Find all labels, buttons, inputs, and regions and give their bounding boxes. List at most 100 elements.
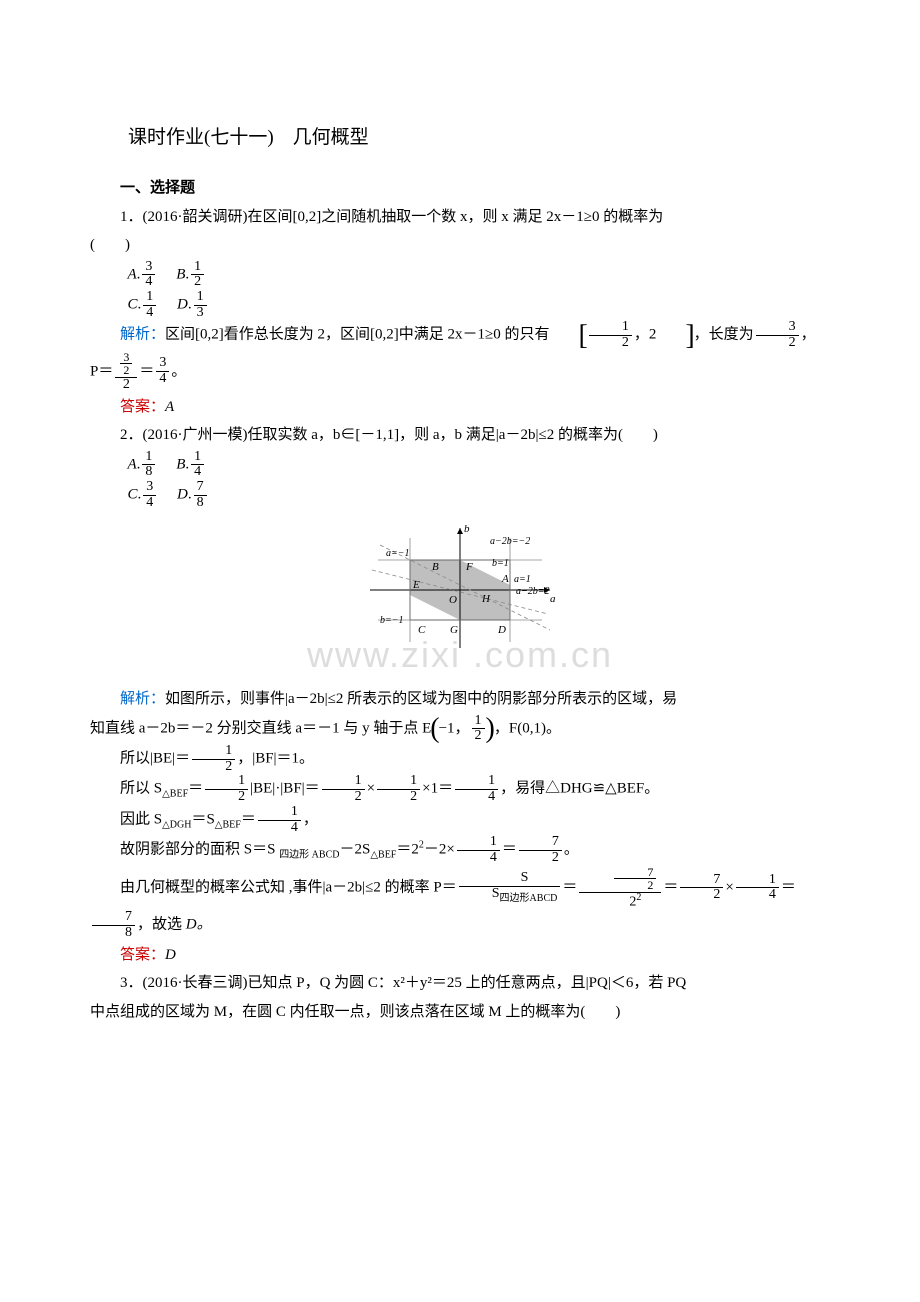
q2-choice-D-label: D (177, 487, 188, 503)
q2-sol-line5: 因此 S△DGH＝S△BEF＝14， (90, 805, 830, 835)
q2-Ey-den: 2 (472, 728, 485, 744)
q2-s7bs: 四边形ABCD (500, 893, 558, 904)
svg-text:a=−1: a=−1 (386, 548, 410, 559)
q2-s6f1d: 4 (457, 850, 500, 866)
q2-s6f2d: 2 (519, 850, 562, 866)
q2-s7t2n: 7 (614, 866, 656, 879)
svg-text:D: D (497, 624, 506, 636)
q1-answer: 答案：A (90, 393, 830, 422)
q2-s7f5d: 8 (92, 925, 135, 941)
q1-A-num: 3 (142, 260, 155, 275)
q1-choices: A.34 B.12 C.14 D.13 (128, 260, 831, 321)
q2-choice-C-label: C (128, 487, 138, 503)
section-heading: 一、选择题 (90, 174, 830, 203)
q1-C-den: 4 (143, 305, 156, 321)
q2-s4f1n: 1 (205, 774, 248, 789)
q2-s7x: × (725, 879, 733, 895)
q2-sol6d: －2× (424, 842, 455, 858)
q2-sol6-tri: △BEF (370, 850, 396, 861)
q2-sol6b: －2S (339, 842, 370, 858)
svg-text:a−2b=2: a−2b=2 (516, 586, 550, 597)
q2-sol5-eq1: ＝S (191, 811, 214, 827)
q2-s4f4d: 4 (455, 789, 498, 805)
q2-Ex: −1 (439, 720, 455, 736)
q1-br-lo-den: 2 (589, 335, 632, 351)
q3-line1: 3．(2016·长春三调)已知点 P，Q 为圆 C：x²＋y²＝25 上的任意两… (90, 969, 830, 998)
q2-sol-line2: 知直线 a－2b＝－2 分别交直线 a＝－1 与 y 轴于点 E(−1，12)，… (90, 714, 830, 744)
q1-stem-a: 1．(2016·韶关调研)在区间[0,2]之间随机抽取一个数 x，则 x 满足 … (90, 203, 830, 232)
q1-len-den: 2 (756, 335, 799, 351)
q2-s4f2n: 1 (322, 774, 365, 789)
q2-A-den: 8 (142, 464, 155, 480)
q2-D-den: 8 (194, 495, 207, 511)
q1-p2-tden: 2 (120, 363, 132, 377)
q1-p2-a: P＝ (90, 363, 113, 379)
q2-sol4-end: ，易得△DHG≌△BEF。 (500, 781, 659, 797)
svg-text:C: C (418, 624, 426, 636)
q2-sol3a: 所以|BE|＝ (120, 751, 190, 767)
svg-text:b=1: b=1 (492, 558, 509, 569)
svg-text:b=−1: b=−1 (380, 615, 404, 626)
worksheet-title: 课时作业(七十一) 几何概型 (90, 120, 830, 156)
q2-answer-value: D (165, 947, 176, 963)
q2-sol4-mid1: |BE|·|BF|＝ (250, 781, 320, 797)
svg-text:a: a (550, 593, 556, 605)
q2-s5n: 1 (258, 805, 301, 820)
q2-sol5-tri1: △DGH (162, 819, 191, 830)
svg-text:a=1: a=1 (514, 574, 531, 585)
q2-s4f3d: 2 (377, 789, 420, 805)
q2-s5d: 4 (258, 820, 301, 836)
solution-label: 解析： (120, 327, 165, 343)
q2-s6f1n: 1 (457, 835, 500, 850)
page: 课时作业(七十一) 几何概型 一、选择题 1．(2016·韶关调研)在区间[0,… (0, 0, 920, 1302)
q2-sol-line6: 故阴影部分的面积 S＝S 四边形 ABCD－2S△BEF＝22－2×14＝72。 (90, 835, 830, 865)
q2-s7eq1: ＝ (562, 879, 577, 895)
q2-sol6f: 。 (564, 842, 579, 858)
q2-sol1: 如图所示，则事件|a－2b|≤2 所表示的区域为图中的阴影部分所表示的区域，易 (165, 691, 677, 707)
q1-D-num: 1 (194, 290, 207, 305)
svg-text:G: G (450, 624, 458, 636)
q2-s7f4d: 4 (736, 887, 779, 903)
q1-p2-bot: 2 (115, 377, 137, 393)
q2-s7eq3: ＝ (781, 879, 796, 895)
q1-solution-line2: P＝322＝34。 (90, 351, 830, 393)
q2-D-num: 7 (194, 480, 207, 495)
q2-s7b2s: 2 (636, 892, 641, 903)
q2-s7f3d: 2 (680, 887, 723, 903)
q2-sol5-end: ， (303, 811, 318, 827)
q2-s7end: ，故选 (137, 917, 186, 933)
q1-sol-text1: 区间[0,2]看作总长度为 2，区间[0,2]中满足 2x－1≥0 的只有 (165, 327, 549, 343)
q2-sol3-num: 1 (192, 744, 235, 759)
q2-sol3-den: 2 (192, 759, 235, 775)
q2-s7f3n: 7 (680, 873, 723, 888)
q2-sol6-sq: 四边形 ABCD (279, 850, 339, 861)
q2-s4x1: × (367, 781, 375, 797)
q2-sol-line1: 解析：如图所示，则事件|a－2b|≤2 所表示的区域为图中的阴影部分所表示的区域… (90, 685, 830, 714)
q2-sol6e: ＝ (502, 842, 517, 858)
q2-s7D: D。 (186, 917, 212, 933)
q1-B-den: 2 (191, 274, 204, 290)
q2-sol2a: 知直线 a－2b＝－2 分别交直线 a＝－1 与 y 轴于点 E (90, 720, 431, 736)
q2-sol5-eq2: ＝ (241, 811, 256, 827)
q2-B-num: 1 (191, 450, 204, 465)
q2-sol3b: ，|BF|＝1。 (237, 751, 314, 767)
svg-text:b: b (464, 523, 470, 535)
q2-sol6c: ＝2 (396, 842, 419, 858)
answer-label: 答案： (120, 947, 165, 963)
q2-sol4-tri1: △BEF (162, 789, 188, 800)
q2-sol6a: 故阴影部分的面积 S＝S (120, 842, 279, 858)
rbracket: ] (655, 322, 694, 350)
q2-s7f4n: 1 (736, 873, 779, 888)
q1-choice-D-label: D (177, 297, 188, 313)
q1-p2-tnum: 3 (120, 351, 132, 364)
q3-line2: 中点组成的区域为 M，在圆 C 内任取一点，则该点落在区域 M 上的概率为( ) (90, 998, 830, 1027)
q2-s7top: S (459, 871, 561, 886)
q1-p2-end: 。 (171, 363, 186, 379)
q1-B-num: 1 (191, 260, 204, 275)
q2-s7bp: S (492, 886, 500, 901)
q2-sol-line3: 所以|BE|＝12，|BF|＝1。 (90, 744, 830, 774)
q2-sol2b: ，F(0,1)。 (494, 720, 561, 736)
q1-stem-b: ( ) (90, 231, 830, 260)
q2-diagram: b a O a=−1 a=1 b=−1 b=1 a−2b=−2 a−2b=2 B… (90, 520, 830, 671)
q2-sol-line4: 所以 S△BEF＝12|BE|·|BF|＝12×12×1＝14，易得△DHG≌△… (90, 774, 830, 804)
